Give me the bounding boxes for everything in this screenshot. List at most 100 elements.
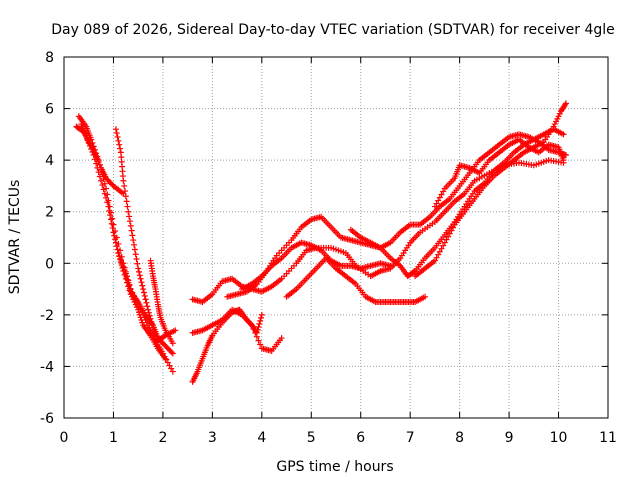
x-tick-label: 5: [307, 430, 316, 446]
data-point: [85, 139, 92, 146]
data-point: [169, 350, 176, 357]
data-point: [139, 282, 146, 289]
series-n: [412, 100, 569, 280]
data-point: [101, 190, 108, 197]
data-point: [136, 268, 143, 275]
data-point: [168, 349, 175, 356]
data-point: [103, 194, 110, 201]
data-point: [123, 273, 130, 280]
data-point: [253, 329, 260, 336]
data-point: [121, 188, 128, 195]
data-point: [105, 203, 112, 210]
data-point: [83, 133, 90, 140]
data-point: [144, 303, 151, 310]
x-tick-label: 4: [257, 430, 266, 446]
data-point: [435, 251, 442, 258]
y-tick-label: 8: [45, 50, 54, 66]
data-point: [96, 161, 103, 168]
grid-lines: [64, 57, 608, 418]
data-point: [172, 327, 179, 334]
data-point: [169, 368, 176, 375]
data-point: [136, 272, 143, 279]
data-point: [126, 282, 133, 289]
data-point: [254, 326, 261, 333]
data-point: [110, 229, 117, 236]
data-point: [438, 191, 445, 198]
data-point: [441, 239, 448, 246]
data-point: [130, 237, 137, 244]
data-point: [131, 246, 138, 253]
data-point: [431, 257, 438, 264]
data-point: [127, 222, 134, 229]
data-point: [133, 255, 140, 262]
data-point: [95, 157, 102, 164]
x-tick-label: 10: [550, 430, 568, 446]
data-point: [440, 188, 447, 195]
data-point: [100, 186, 107, 193]
data-point: [99, 182, 106, 189]
data-point: [104, 199, 111, 206]
data-point: [169, 340, 176, 347]
data-point: [143, 299, 150, 306]
series-d: [112, 126, 179, 344]
data-point: [112, 236, 119, 243]
data-point: [435, 197, 442, 204]
data-point: [166, 362, 173, 369]
data-point: [95, 169, 102, 176]
data-point: [135, 265, 142, 272]
series-f: [147, 257, 176, 347]
data-point: [109, 215, 116, 222]
data-point: [114, 133, 121, 140]
data-point: [168, 365, 175, 372]
data-point: [117, 256, 124, 263]
data-point: [256, 320, 263, 327]
data-point: [134, 260, 141, 267]
series-m: [347, 126, 567, 280]
series-i: [189, 306, 265, 385]
data-point: [120, 263, 127, 270]
plot-area-border: [63, 56, 609, 419]
data-point: [141, 292, 148, 299]
data-point: [142, 296, 149, 303]
data-point: [123, 198, 130, 205]
data-point: [560, 131, 567, 138]
data-point: [443, 236, 450, 243]
y-tick-label: -2: [40, 308, 54, 324]
data-point: [128, 227, 135, 234]
x-tick-label: 0: [60, 430, 69, 446]
x-tick-label: 3: [208, 430, 217, 446]
data-point: [164, 359, 171, 366]
series-o: [431, 136, 567, 210]
data-point: [122, 270, 129, 277]
data-point: [129, 232, 136, 239]
x-tick-label: 7: [406, 430, 415, 446]
data-point: [387, 262, 394, 269]
data-point: [115, 249, 122, 256]
y-tick-label: 6: [45, 102, 54, 118]
data-point: [125, 208, 132, 215]
data-point: [122, 193, 129, 200]
data-point: [124, 203, 131, 210]
data-point: [410, 268, 417, 275]
data-point: [108, 220, 115, 227]
data-point: [114, 246, 121, 253]
x-tick-label: 8: [455, 430, 464, 446]
x-tick-label: 2: [158, 430, 167, 446]
data-point: [112, 239, 119, 246]
chart-title: Day 089 of 2026, Sidereal Day-to-day VTE…: [51, 22, 615, 38]
data-point: [90, 151, 97, 158]
data-point: [138, 279, 145, 286]
data-point: [86, 142, 93, 149]
data-points: [73, 100, 569, 385]
data-point: [431, 203, 438, 210]
data-point: [448, 227, 455, 234]
data-point: [109, 225, 116, 232]
data-point: [125, 279, 132, 286]
x-tick-label: 1: [109, 430, 118, 446]
data-point: [98, 177, 105, 184]
data-point: [93, 160, 100, 167]
data-point: [278, 335, 285, 342]
y-axis-label: SDTVAR / TECUs: [7, 180, 23, 295]
data-point: [107, 216, 114, 223]
